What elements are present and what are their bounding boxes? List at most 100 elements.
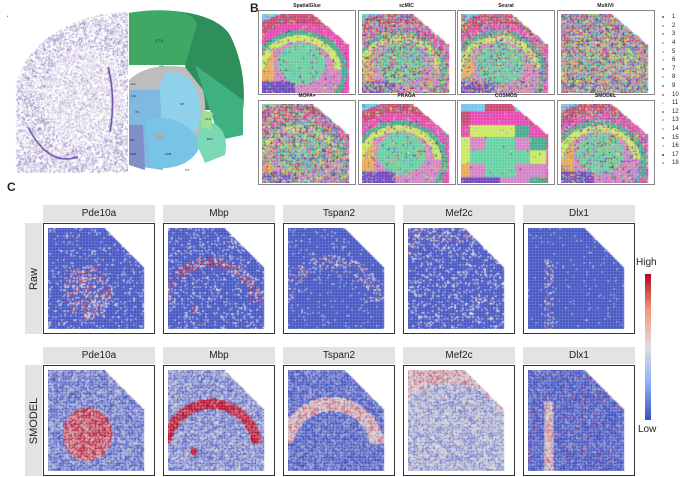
cluster-map-spatialglue bbox=[258, 10, 356, 95]
atlas-label-cp: CP bbox=[180, 102, 184, 106]
expression-map-raw-pde10a bbox=[43, 223, 155, 334]
legend-item: 9 bbox=[662, 82, 679, 91]
legend-item: 8 bbox=[662, 73, 679, 82]
expression-map-smodel-pde10a bbox=[43, 365, 155, 476]
gene-header: Mbp bbox=[163, 347, 275, 364]
legend-swatch bbox=[662, 93, 664, 96]
row-label-text: SMODEL bbox=[27, 397, 40, 444]
expression-map-smodel-dlx1 bbox=[523, 365, 635, 476]
panel-b-label: B bbox=[250, 1, 259, 15]
legend-item: 11 bbox=[662, 99, 679, 108]
legend-item: 18 bbox=[662, 159, 679, 168]
legend-swatch bbox=[662, 119, 664, 122]
legend-swatch bbox=[662, 67, 664, 70]
legend-label: 11 bbox=[672, 100, 679, 107]
legend-swatch bbox=[662, 85, 664, 88]
atlas-label-vs: VS bbox=[135, 110, 139, 114]
legend-label: 17 bbox=[672, 151, 679, 158]
gene-header: Tspan2 bbox=[283, 347, 395, 364]
legend-swatch bbox=[662, 162, 664, 165]
legend-swatch bbox=[662, 42, 664, 45]
gene-header: Mbp bbox=[163, 205, 275, 222]
legend-label: 2 bbox=[672, 22, 676, 29]
gene-header: Pde10a bbox=[43, 205, 155, 222]
gene-header: Dlx1 bbox=[523, 347, 635, 364]
legend-swatch bbox=[662, 33, 664, 36]
legend-item: 17 bbox=[662, 151, 679, 160]
legend-swatch bbox=[662, 24, 664, 27]
expression-map-raw-dlx1 bbox=[523, 223, 635, 334]
method-title: COSMOS bbox=[494, 93, 518, 99]
legend-swatch bbox=[662, 50, 664, 53]
gene-header: Tspan2 bbox=[283, 205, 395, 222]
legend-label: 10 bbox=[672, 91, 679, 98]
method-title: SpatialGlue bbox=[293, 3, 321, 9]
cluster-map-seurat bbox=[457, 10, 555, 95]
legend-label: 5 bbox=[672, 48, 676, 55]
legend-item: 4 bbox=[662, 39, 679, 48]
cluster-map-smodel bbox=[556, 100, 655, 185]
legend-item: 2 bbox=[662, 22, 679, 31]
colorbar-high-label: High bbox=[636, 257, 657, 268]
expression-map-raw-tspan2 bbox=[283, 223, 395, 334]
cluster-map-multivi bbox=[556, 10, 655, 95]
legend-label: 3 bbox=[672, 31, 676, 38]
legend-item: 7 bbox=[662, 65, 679, 74]
legend-item: 12 bbox=[662, 108, 679, 117]
method-title: PRAGA bbox=[397, 93, 416, 99]
atlas-label-epd: EPd bbox=[207, 137, 213, 141]
row-label-text: Raw bbox=[27, 267, 40, 290]
gene-header: Pde10a bbox=[43, 347, 155, 364]
legend-label: 14 bbox=[672, 126, 679, 133]
legend-label: 4 bbox=[672, 40, 676, 47]
legend-label: 13 bbox=[672, 117, 679, 124]
legend-swatch bbox=[662, 128, 664, 131]
legend-swatch bbox=[662, 153, 664, 156]
gene-header: Dlx1 bbox=[523, 205, 635, 222]
expression-map-raw-mbp bbox=[163, 223, 275, 334]
row-label-raw: Raw bbox=[25, 223, 42, 334]
legend-swatch bbox=[662, 110, 664, 113]
legend-label: 6 bbox=[672, 57, 676, 64]
legend-label: 15 bbox=[672, 134, 679, 141]
atlas-label-ccb: ccb bbox=[159, 64, 164, 68]
colorbar bbox=[645, 274, 651, 420]
method-title: Seurat bbox=[498, 3, 514, 9]
legend-item: 15 bbox=[662, 133, 679, 142]
method-title: MultiVI bbox=[597, 3, 614, 9]
atlas-label-ms: MS bbox=[130, 138, 135, 142]
legend-item: 3 bbox=[662, 30, 679, 39]
legend-item: 6 bbox=[662, 56, 679, 65]
legend-label: 9 bbox=[672, 83, 676, 90]
legend-swatch bbox=[662, 16, 664, 19]
legend-label: 1 bbox=[672, 14, 676, 21]
method-title: scMIC bbox=[399, 3, 414, 9]
legend-swatch bbox=[662, 59, 664, 62]
legend-swatch bbox=[662, 136, 664, 139]
legend-swatch bbox=[662, 145, 664, 148]
atlas-label-acb: ACB bbox=[165, 152, 171, 156]
legend-label: 18 bbox=[672, 160, 679, 167]
cluster-map-scmic bbox=[357, 10, 456, 95]
colorbar-low-label: Low bbox=[638, 424, 657, 435]
atlas-label-cla: CLA bbox=[205, 117, 211, 121]
cluster-map-mofa-plus bbox=[258, 100, 356, 185]
legend-item: 14 bbox=[662, 125, 679, 134]
legend-label: 7 bbox=[672, 65, 676, 72]
gene-header: Mef2c bbox=[403, 347, 515, 364]
legend-label: 12 bbox=[672, 108, 679, 115]
atlas-label-lsx: LSX bbox=[131, 94, 137, 98]
legend-item: 5 bbox=[662, 47, 679, 56]
method-title: MOFA+ bbox=[298, 93, 316, 99]
brain-atlas-image: CTX CP ACB CLA EPd VS OT MS NDB LSX aco … bbox=[5, 5, 247, 177]
cluster-map-cosmos bbox=[457, 100, 555, 185]
nissl-stain-image bbox=[8, 7, 128, 177]
atlas-annotation: CTX CP ACB CLA EPd VS OT MS NDB LSX aco … bbox=[129, 10, 244, 172]
atlas-label-ctx: CTX bbox=[155, 38, 163, 43]
legend-label: 16 bbox=[672, 143, 679, 150]
atlas-label-ot: OT bbox=[185, 168, 189, 172]
legend-swatch bbox=[662, 76, 664, 79]
gene-header: Mef2c bbox=[403, 205, 515, 222]
legend-item: 10 bbox=[662, 90, 679, 99]
legend-item: 13 bbox=[662, 116, 679, 125]
